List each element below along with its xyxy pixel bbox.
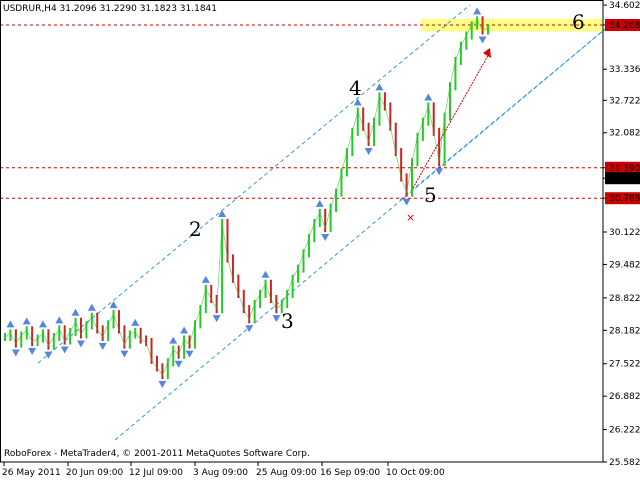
copyright: RoboForex - MetaTrader4, © 2001-2011 Met… (4, 449, 310, 459)
fractal-down-marker (98, 342, 107, 350)
y-tick-label: 26.2220 (609, 426, 640, 436)
fractal-up-marker (473, 7, 482, 15)
fractal-up-marker (353, 98, 362, 106)
fractal-down-marker (212, 315, 221, 323)
y-tick-label: 34.6020 (609, 1, 640, 11)
fractal-up-marker (315, 199, 324, 207)
fractal-down-marker (402, 198, 411, 206)
fractal-up-marker (424, 93, 433, 101)
fractal-down-marker (321, 234, 330, 242)
channel-line-1 (114, 24, 611, 441)
fractal-down-marker (435, 168, 444, 176)
fractal-down-marker (245, 325, 254, 333)
cross-marker: × (406, 211, 415, 224)
fractal-up-marker (38, 320, 47, 328)
wave-label-2: 2 (189, 217, 202, 241)
x-tick-label: 10 Oct 09:00 (386, 468, 445, 478)
fractal-up-marker (169, 336, 178, 344)
fractal-up-marker (71, 308, 80, 316)
y-tick-label: 31.3901 (609, 164, 640, 174)
channel-line-2 (399, 24, 611, 201)
price-line (4, 19, 489, 376)
y-tick-label: 32.7220 (609, 96, 640, 106)
y-tick-label: 33.3360 (609, 65, 640, 75)
fractal-up-marker (261, 270, 270, 278)
wave-label-4: 4 (349, 76, 362, 100)
y-tick-label: 26.8820 (609, 392, 640, 402)
y-tick-label: 29.4820 (609, 260, 640, 270)
wave-label-3: 3 (281, 309, 294, 333)
fractal-up-marker (201, 275, 210, 283)
y-tick-label: 30.1220 (609, 228, 640, 238)
y-tick-label: 30.7892 (609, 194, 640, 204)
x-tick-label: 16 Sep 09:00 (320, 468, 380, 478)
projection-arrow (412, 51, 491, 189)
level-price-box (605, 161, 640, 174)
x-tick-label: 25 Aug 09:00 (256, 468, 317, 478)
x-tick-label: 12 Jul 09:00 (129, 468, 183, 478)
y-tick-label: 28.8220 (609, 294, 640, 304)
fractal-down-marker (185, 350, 194, 358)
fractal-up-marker (109, 301, 118, 309)
wave-label-6: 6 (572, 10, 585, 34)
chart-header: USDRUR,H4 31.2096 31.2290 31.1823 31.184… (3, 4, 217, 14)
fractal-down-marker (11, 349, 20, 357)
fractal-down-marker (158, 380, 167, 388)
level-price-box (605, 192, 640, 205)
y-tick-label: 27.5220 (609, 360, 640, 370)
y-tick-label: 32.0820 (609, 129, 640, 139)
fractal-up-marker (87, 303, 96, 311)
x-tick-label: 20 Jun 09:00 (66, 468, 123, 478)
fractal-up-marker (131, 318, 140, 326)
projection-arrowhead (483, 48, 491, 58)
fractal-down-marker (272, 315, 281, 323)
fractal-up-marker (6, 320, 15, 328)
fractal-up-marker (218, 209, 227, 217)
plot-frame (0, 0, 604, 463)
fractal-up-marker (55, 316, 64, 324)
fractal-down-marker (364, 147, 373, 155)
current-price-box (605, 172, 640, 185)
fractal-up-marker (180, 326, 189, 334)
level-price-box (605, 19, 640, 32)
fractal-down-marker (174, 360, 183, 368)
fractal-down-marker (120, 350, 129, 358)
fractal-down-marker (60, 346, 69, 354)
y-tick-label: 31.1841 (609, 174, 640, 184)
fractal-down-marker (478, 36, 487, 44)
fractal-down-marker (76, 340, 85, 348)
x-tick-label: 26 May 2011 (2, 468, 61, 478)
x-tick-label: 3 Aug 09:00 (193, 468, 248, 478)
y-tick-label: 28.1820 (609, 326, 640, 336)
y-tick-label: 25.5820 (609, 458, 640, 468)
fractal-up-marker (22, 317, 31, 325)
fractal-down-marker (28, 348, 37, 356)
fractal-up-marker (375, 83, 384, 91)
plot-area (0, 0, 603, 462)
wave-label-5: 5 (424, 183, 437, 207)
channel-line-0 (37, 4, 471, 364)
fractal-down-marker (44, 351, 53, 359)
